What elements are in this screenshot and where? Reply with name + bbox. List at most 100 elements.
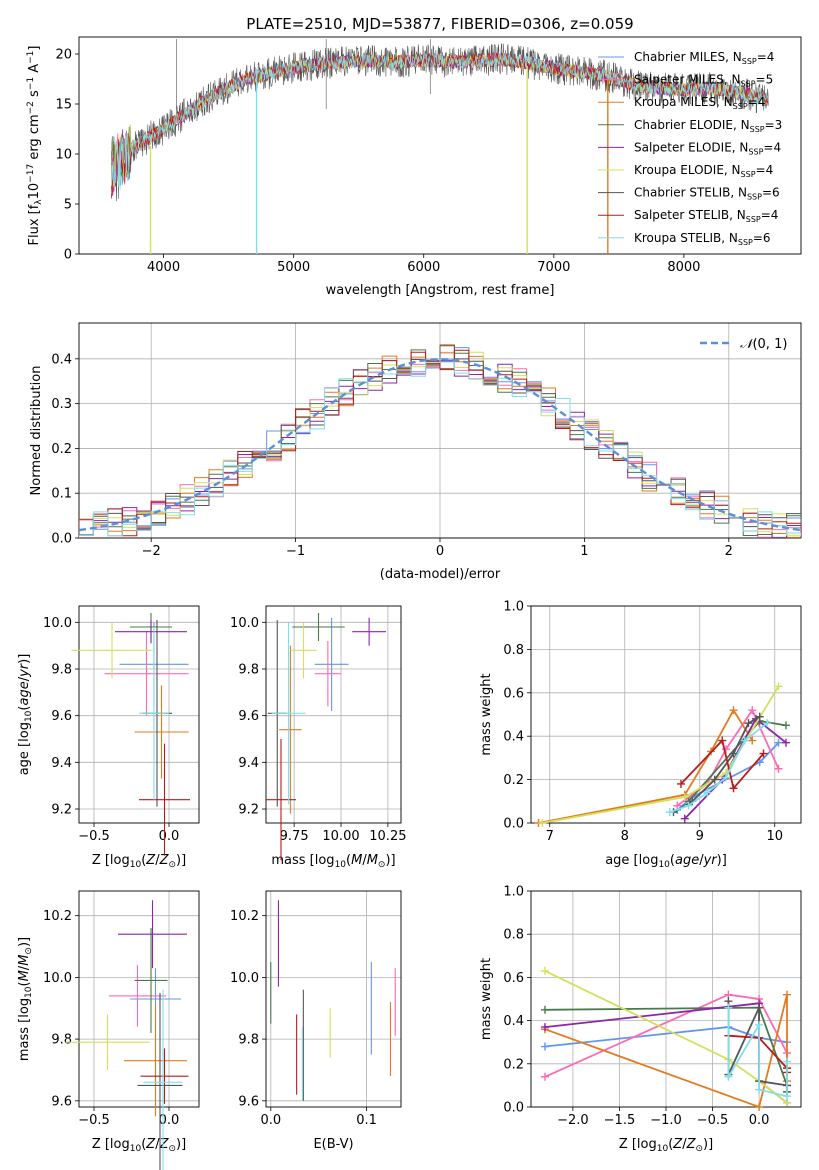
y-tick-label: 0.4	[503, 730, 524, 745]
weight-point-marker	[673, 801, 682, 810]
legend-entry: 𝒩(0, 1)	[740, 337, 787, 352]
y-tick-label: 0.6	[503, 686, 524, 701]
weight-series-line	[544, 1026, 788, 1048]
x-tick-label: −1	[286, 544, 305, 559]
legend-entry: Kroupa ELODIE, NSSP=4	[634, 163, 773, 179]
x-tick-label: 1	[580, 544, 588, 559]
x-axis-label: age [log10(age/yr)]	[605, 853, 727, 870]
y-tick-label: 9.2	[51, 803, 72, 818]
y-tick-label: 0.8	[503, 928, 524, 943]
y-tick-label: 0.2	[503, 773, 524, 788]
x-axis-label: Z [log10(Z/Z⊙)]	[92, 1137, 186, 1154]
weight-point-marker	[724, 1072, 733, 1081]
y-tick-label: 0.8	[503, 643, 524, 658]
axes-frame	[78, 36, 802, 255]
x-tick-label: −1.0	[650, 1113, 682, 1128]
x-tick-label: 6000	[407, 260, 440, 275]
y-tick-label: 10.2	[230, 909, 259, 924]
axes-frame	[78, 322, 802, 539]
weight-point-marker	[722, 745, 730, 754]
y-tick-label: 1.0	[503, 885, 524, 900]
legend-entry: Salpeter ELODIE, NSSP=4	[634, 140, 781, 156]
y-tick-label: 20	[55, 48, 72, 63]
legend-entry: Chabrier MILES, NSSP=4	[634, 50, 774, 66]
y-axis-label: mass [log10(M/M⊙)]	[17, 937, 34, 1061]
x-axis-label: E(B-V)	[313, 1137, 353, 1152]
x-tick-label: 5000	[277, 260, 310, 275]
y-tick-label: 0.0	[51, 532, 72, 547]
weight-point-marker	[782, 738, 790, 747]
y-tick-label: 9.8	[51, 663, 72, 678]
weight-point-marker	[684, 801, 693, 810]
legend-entry: Chabrier ELODIE, NSSP=3	[634, 118, 782, 134]
weight-point-marker	[540, 966, 549, 975]
x-tick-label: 9	[696, 829, 704, 844]
x-tick-label: 10	[766, 829, 783, 844]
x-tick-label: 10.25	[369, 829, 406, 844]
y-tick-label: 9.8	[51, 1033, 72, 1048]
y-tick-label: 1.0	[503, 600, 524, 615]
x-tick-label: −0.5	[697, 1113, 729, 1128]
weight-point-marker	[740, 736, 749, 745]
weight-series-line	[680, 738, 765, 791]
weight-point-marker	[755, 1020, 764, 1029]
weight-point-marker	[783, 990, 792, 999]
weight-point-marker	[744, 719, 753, 728]
legend-entry: Chabrier STELIB, NSSP=6	[634, 186, 780, 202]
y-tick-label: 10.2	[43, 909, 72, 924]
axes-frame	[265, 605, 402, 824]
y-tick-label: 10	[55, 148, 72, 163]
y-tick-label: 0.1	[51, 487, 72, 502]
weight-point-marker	[729, 784, 738, 793]
y-axis-label: age [log10(age/yr)]	[17, 654, 34, 776]
weight-point-marker	[729, 706, 738, 715]
normal-curve	[78, 358, 802, 532]
weight-point-marker	[748, 736, 757, 745]
x-tick-label: −1.5	[604, 1113, 636, 1128]
y-tick-label: 0.0	[503, 1101, 524, 1116]
weight-point-marker	[759, 749, 768, 758]
y-tick-label: 9.8	[238, 663, 259, 678]
y-tick-label: 9.6	[51, 1094, 72, 1109]
weight-point-marker	[748, 706, 757, 715]
y-tick-label: 0.2	[51, 442, 72, 457]
x-tick-label: 10.00	[322, 829, 359, 844]
axes-frame	[530, 605, 802, 824]
weight-point-marker	[680, 814, 689, 823]
weight-point-marker	[680, 792, 689, 801]
y-tick-label: 9.2	[238, 803, 259, 818]
weight-point-marker	[710, 775, 719, 784]
x-tick-label: 8000	[667, 260, 700, 275]
x-tick-label: 0.0	[159, 1113, 180, 1128]
weight-point-marker	[718, 736, 727, 745]
weight-point-marker	[538, 819, 547, 827]
x-tick-label: 0	[436, 544, 444, 559]
legend-entry: Salpeter STELIB, NSSP=4	[634, 208, 778, 224]
weight-point-marker	[729, 749, 738, 758]
weight-point-marker	[540, 1005, 549, 1014]
y-tick-label: 10.0	[230, 616, 259, 631]
weight-series-line	[544, 994, 788, 1109]
y-tick-label: 15	[55, 98, 72, 113]
x-tick-label: 0.1	[356, 1113, 377, 1128]
weight-point-marker	[665, 808, 674, 817]
weight-point-marker	[677, 779, 685, 788]
x-tick-label: 0.0	[159, 829, 180, 844]
y-axis-label: Normed distribution	[29, 366, 44, 496]
x-tick-label: 2	[725, 544, 733, 559]
weight-point-marker	[703, 788, 712, 797]
weight-series-line	[669, 722, 768, 813]
weight-point-marker	[540, 1023, 549, 1032]
y-axis-label: mass weight	[479, 958, 494, 1040]
y-tick-label: 0.0	[503, 817, 524, 832]
x-tick-label: −0.5	[78, 829, 110, 844]
y-axis-label: Flux [fλ10−17 erg cm−2 s−1 A−1]	[26, 46, 44, 246]
weight-point-marker	[763, 719, 772, 728]
spectrum-line	[111, 52, 769, 191]
x-axis-label: mass [log10(M/M⊙)]	[271, 853, 395, 870]
y-tick-label: 5	[64, 198, 72, 213]
legend-entry: Salpeter MILES, NSSP=5	[634, 73, 773, 89]
weight-series-line	[544, 970, 788, 1104]
y-tick-label: 10.0	[43, 616, 72, 631]
y-tick-label: 0	[64, 248, 72, 263]
